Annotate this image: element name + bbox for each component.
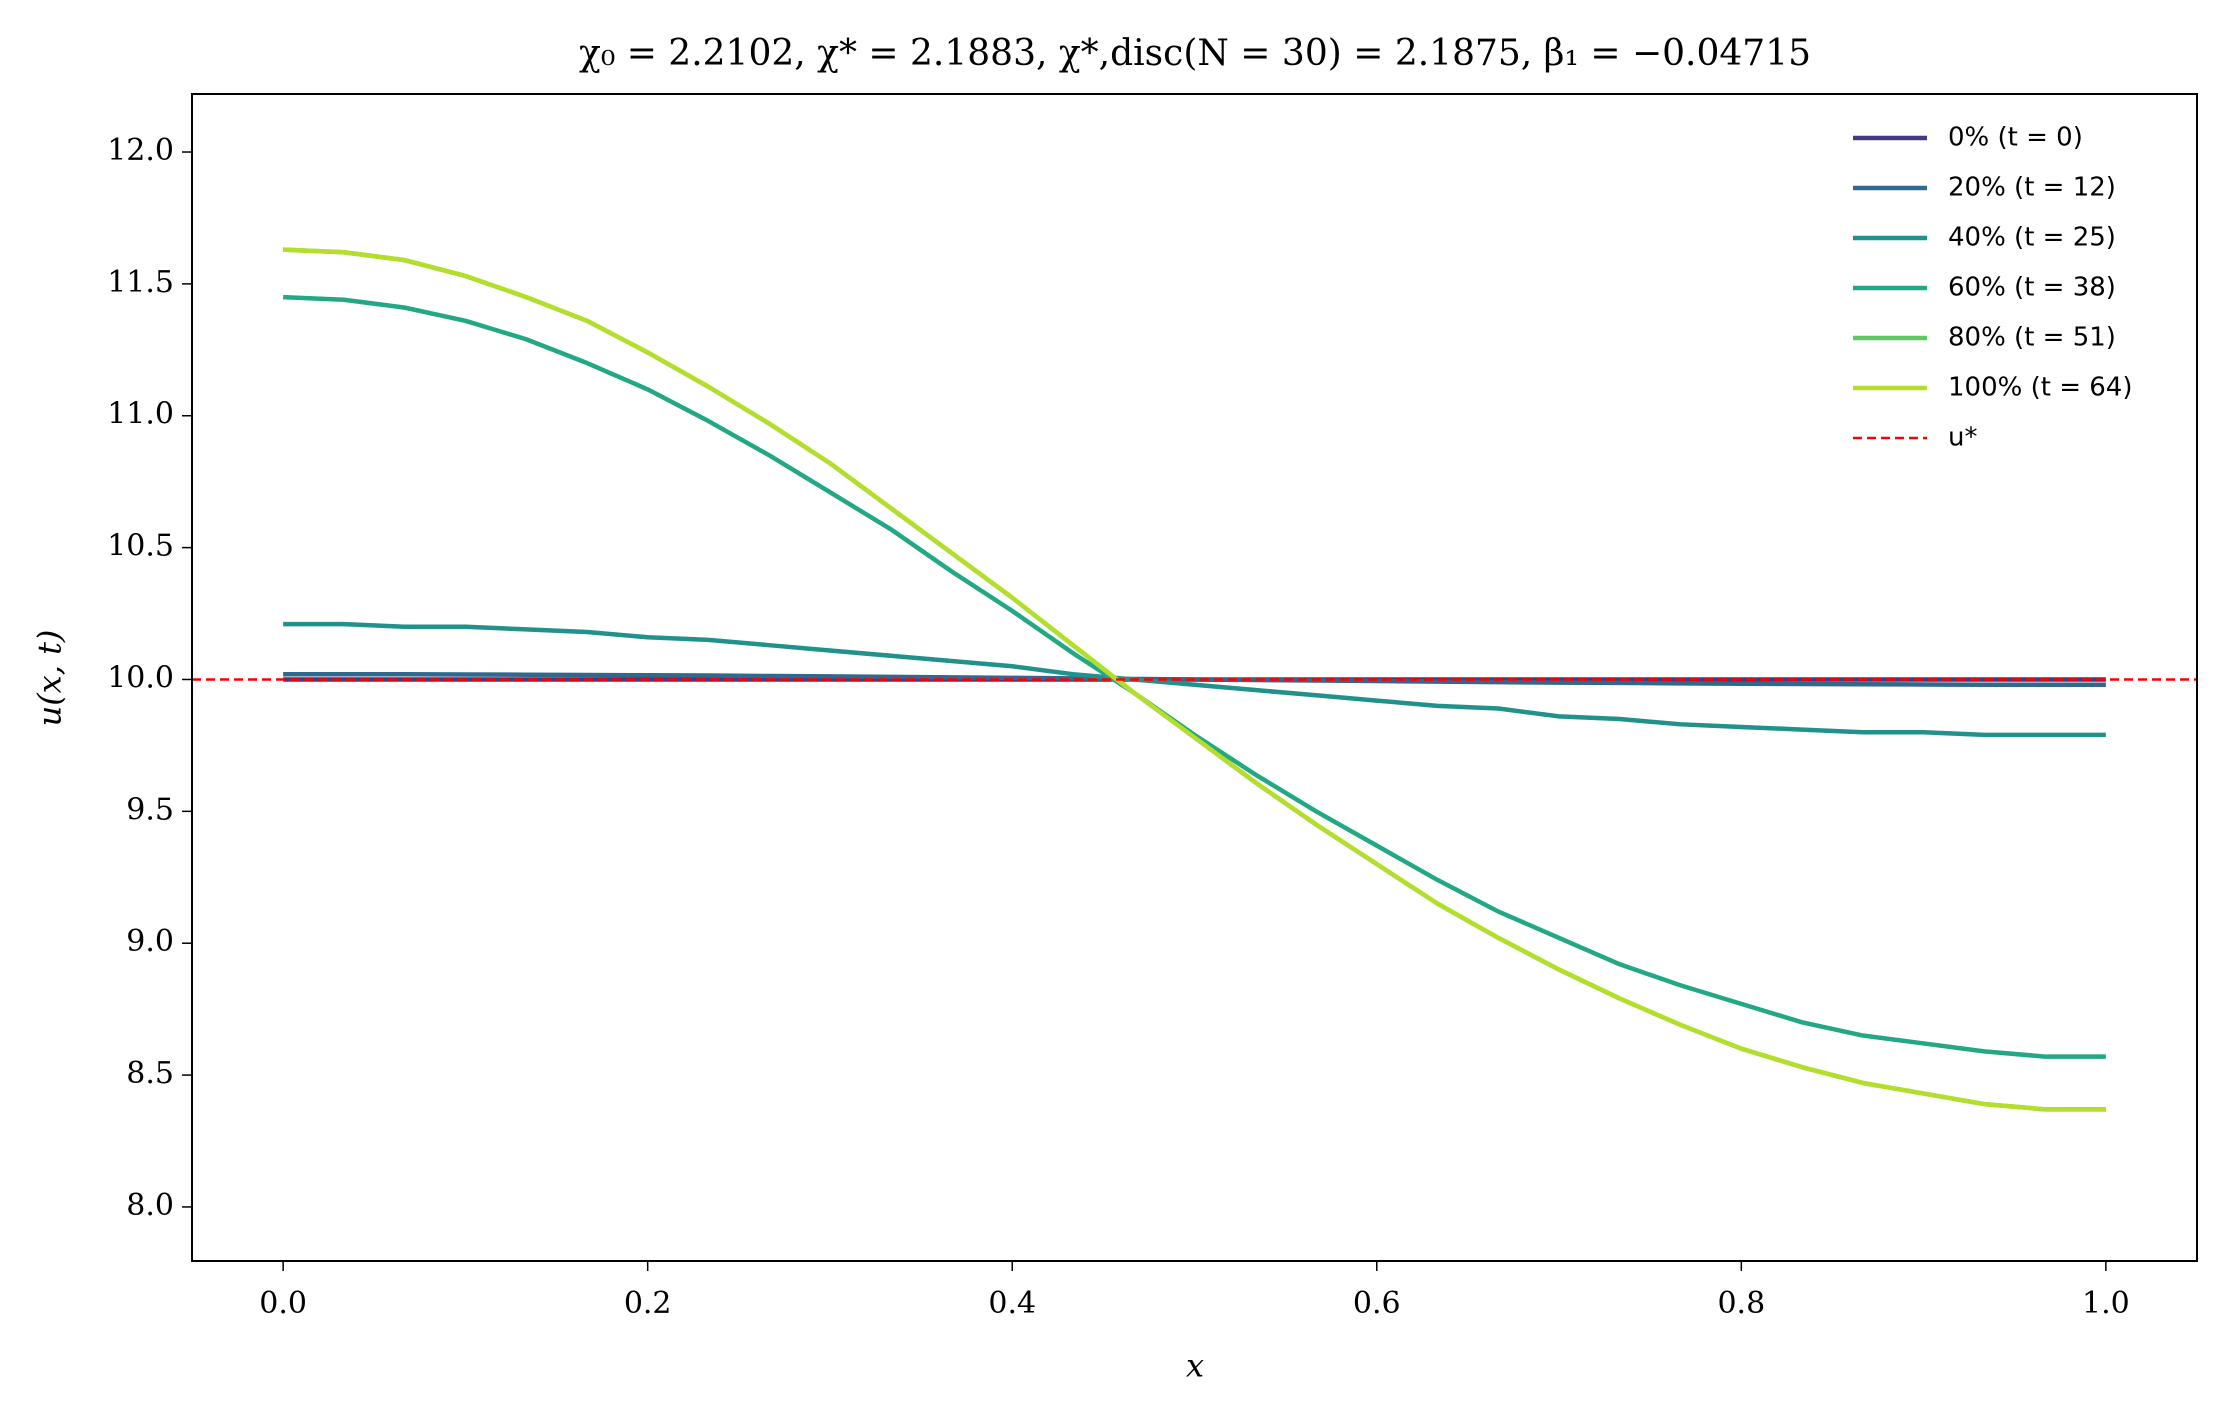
series-line	[283, 621, 2106, 738]
y-tick-label: 11.5	[107, 265, 174, 300]
x-tick-label: 0.6	[1353, 1286, 1401, 1321]
legend-label: 60% (t = 38)	[1948, 273, 2116, 303]
y-tick-label: 10.5	[107, 529, 174, 564]
x-tick-label: 1.0	[2082, 1286, 2130, 1321]
series-line	[283, 247, 2106, 1112]
y-tick-label: 9.5	[126, 792, 174, 827]
legend-label: 80% (t = 51)	[1948, 323, 2116, 353]
y-tick-label: 8.5	[126, 1056, 174, 1091]
plot-frame	[191, 93, 2198, 1262]
chart-title: χ₀ = 2.2102, χ* = 2.1883, χ*,disc(N = 30…	[579, 33, 1811, 74]
y-tick-label: 9.0	[126, 924, 174, 959]
y-tick-label: 10.0	[107, 660, 174, 695]
y-tick-label: 11.0	[107, 397, 174, 432]
legend-label: 40% (t = 25)	[1948, 223, 2116, 253]
x-axis-label: x	[1186, 1347, 1204, 1385]
x-tick-label: 0.8	[1717, 1286, 1765, 1321]
legend-label: 0% (t = 0)	[1948, 123, 2083, 153]
legend-label: 20% (t = 12)	[1948, 173, 2116, 203]
y-tick-label: 8.0	[126, 1188, 174, 1223]
x-tick-label: 0.2	[624, 1286, 672, 1321]
y-axis-label: u(x, t)	[31, 630, 69, 727]
x-tick-label: 0.4	[988, 1286, 1036, 1321]
legend-label: u*	[1948, 423, 1977, 453]
y-tick-label: 12.0	[107, 133, 174, 168]
x-tick-label: 0.0	[259, 1286, 307, 1321]
legend-label: 100% (t = 64)	[1948, 373, 2132, 403]
